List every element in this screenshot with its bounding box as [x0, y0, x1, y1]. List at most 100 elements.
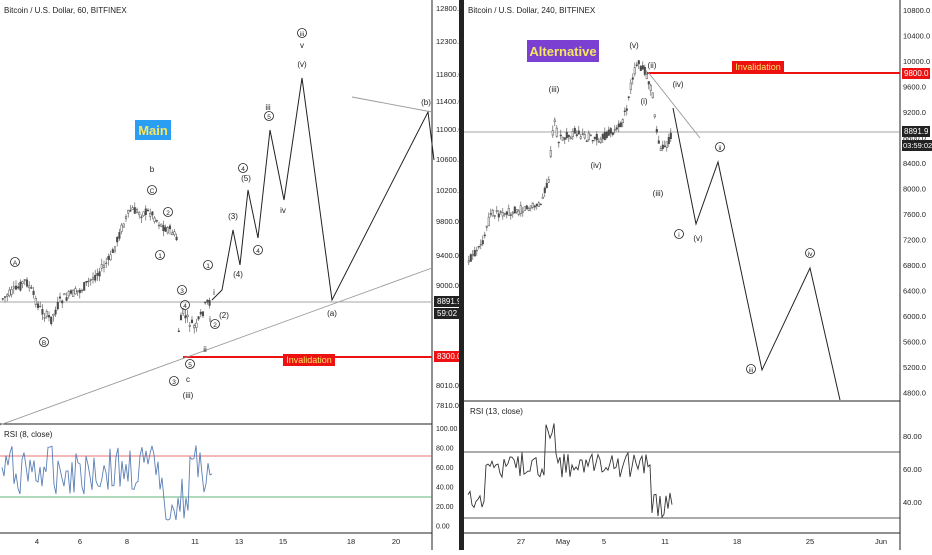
right-price-tick: 7200.0 — [903, 236, 926, 245]
right-candle-body — [617, 123, 620, 128]
right-candle-body — [651, 92, 654, 98]
left-price-tick: 11400.0 — [436, 97, 463, 106]
left-candle-body — [116, 236, 119, 243]
wave-label-paren-v: (v) — [297, 60, 307, 69]
right-countdown: 03:59:02 — [903, 141, 932, 150]
left-candle-body — [56, 302, 59, 310]
left-candle-body — [153, 217, 156, 222]
left-candle-body — [83, 282, 86, 291]
left-candle-body — [120, 224, 123, 232]
left-candle-body — [21, 281, 24, 284]
right-candle-body — [485, 226, 488, 228]
right-candle-body — [483, 234, 486, 237]
right-candle-body — [531, 202, 534, 208]
right-candle-body — [565, 131, 568, 139]
left-rsi-tick: 0.00 — [436, 524, 450, 531]
left-countdown: 59:02 — [437, 309, 458, 318]
wave-label-ii: ii — [719, 145, 722, 152]
wave-label-paren-iv-mid: (iv) — [590, 161, 601, 170]
left-candle-body — [113, 246, 117, 252]
right-candle-body — [645, 74, 648, 79]
wave-label-ii: ii — [203, 345, 207, 354]
left-candle-body — [190, 319, 194, 324]
wave-label-iii-top-ring — [297, 28, 307, 38]
left-time-tick: 4 — [35, 537, 39, 546]
wave-label-3: 3 — [180, 288, 184, 295]
right-candle-body — [477, 246, 480, 248]
left-candle-body — [87, 280, 90, 283]
wave-label-2b-ring — [210, 319, 220, 329]
left-invalidation-price: 8300.0 — [437, 352, 462, 361]
right-candle-body — [595, 134, 598, 141]
left-candle-body — [135, 209, 139, 213]
left-candle-body — [184, 315, 187, 319]
left-candle-body — [25, 279, 29, 287]
left-candle-body — [6, 294, 9, 297]
left-rsi-tick: 40.00 — [436, 485, 454, 492]
left-price-tick: 7810.0 — [436, 401, 459, 410]
left-price-tick: 11000.0 — [436, 125, 463, 134]
right-time-tick: 25 — [806, 537, 814, 546]
right-candle-body — [529, 205, 532, 209]
left-candle-body — [69, 290, 73, 294]
right-countdown-box — [902, 140, 932, 151]
left-invalidation-box — [283, 354, 335, 366]
left-candle-body — [72, 289, 75, 297]
right-time-tick: Jun — [875, 537, 887, 546]
right-candle-body — [661, 144, 664, 149]
left-candle-body — [78, 289, 81, 294]
left-candle-body — [98, 271, 101, 277]
right-candle-body — [663, 145, 666, 147]
left-rsi-axis-ticks: 100.00 80.00 60.00 40.00 20.00 0.00 — [436, 426, 458, 531]
right-price-tick: 4800.0 — [903, 389, 926, 398]
left-invalidation-price-box — [434, 351, 460, 362]
wave-label-iii-ring — [746, 364, 756, 374]
right-badge-bg — [527, 40, 599, 62]
left-rsi-tick: 100.00 — [436, 426, 458, 433]
right-candle-body — [623, 110, 626, 113]
wave-label-i: i — [209, 315, 211, 324]
right-candle-body — [589, 134, 592, 137]
left-candle-body — [173, 231, 176, 236]
right-candle-body — [559, 134, 562, 137]
right-candle-body — [553, 119, 556, 122]
right-candle-body — [561, 136, 564, 141]
wave-label-iv: iv — [280, 206, 286, 215]
panel-divider — [459, 0, 464, 550]
right-rsi-series — [467, 423, 673, 519]
right-candle-body — [541, 196, 544, 199]
right-current-price: 8891.9 — [904, 127, 929, 136]
right-candle-body — [605, 131, 608, 138]
left-candle-body — [8, 289, 11, 297]
right-price-tick: 10000.0 — [903, 57, 930, 66]
right-candle-body — [475, 249, 478, 252]
right-candle-body — [591, 139, 594, 142]
right-candle-body — [611, 132, 614, 135]
wave-label-paren-v-low: (v) — [693, 234, 703, 243]
left-wave-labels: ABbC12345ciii123(iii)i(2)(3)(4)(5)445iii… — [10, 28, 431, 400]
wave-label-1b-ring — [203, 260, 213, 270]
right-candle-body — [533, 205, 536, 208]
wave-label-4b-ring — [238, 163, 248, 173]
left-candle-body — [107, 256, 110, 260]
left-rsi-tick: 60.00 — [436, 465, 454, 472]
right-candle-body — [665, 141, 668, 148]
right-time-tick: 11 — [661, 537, 669, 546]
right-candle-body — [527, 208, 530, 211]
left-candle-body — [105, 262, 108, 265]
wave-label-3b: 3 — [172, 379, 176, 386]
left-candle-body — [54, 309, 57, 315]
right-candle-body — [501, 212, 504, 217]
right-candle-body — [567, 135, 570, 138]
left-current-price: 8891.9 — [437, 297, 462, 306]
left-rsi-series — [1, 445, 213, 521]
left-candle-body — [193, 325, 196, 329]
wave-label-paren-iii-low: (iii) — [653, 189, 664, 198]
right-candle-body — [633, 67, 636, 75]
left-time-tick: 13 — [235, 537, 243, 546]
left-time-tick: 11 — [191, 537, 199, 546]
left-candle-body — [133, 207, 136, 214]
left-rsi-line — [0, 445, 432, 521]
left-candle-body — [140, 216, 143, 218]
